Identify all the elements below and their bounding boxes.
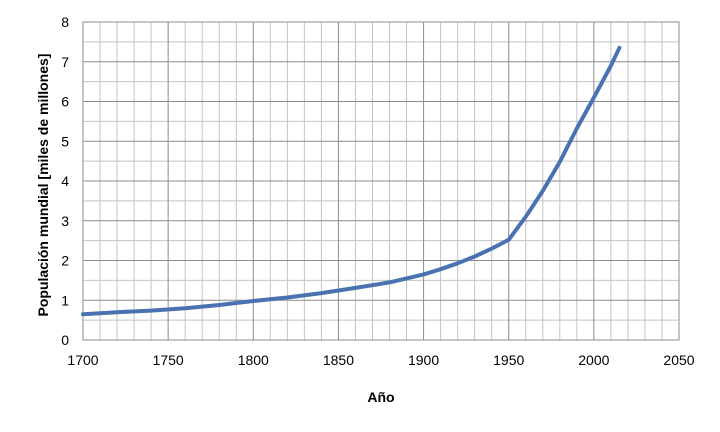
y-tick-label: 1 [61, 292, 69, 308]
y-tick-label: 5 [61, 133, 69, 149]
x-tick-label: 2000 [578, 352, 609, 368]
y-tick-label: 6 [61, 94, 69, 110]
series-layer [81, 45, 622, 317]
x-tick-label: 1900 [408, 352, 439, 368]
x-tick-label: 2050 [663, 352, 694, 368]
y-tick-label: 0 [61, 332, 69, 348]
x-tick-label: 1800 [238, 352, 269, 368]
x-axis-title: Año [367, 389, 394, 405]
y-tick-label: 7 [61, 54, 69, 70]
y-tick-label: 3 [61, 213, 69, 229]
y-axis-tick-labels: 0 1 2 3 4 5 6 7 8 [61, 14, 69, 348]
series-line [81, 45, 622, 317]
x-tick-label: 1700 [67, 352, 98, 368]
y-axis-title: Populación mundial [miles de millones] [35, 54, 51, 317]
y-tick-label: 8 [61, 14, 69, 30]
x-axis-tick-labels: 1700 1750 1800 1850 1900 1950 2000 2050 [67, 352, 694, 368]
x-tick-label: 1850 [323, 352, 354, 368]
y-tick-label: 2 [61, 253, 69, 269]
y-tick-label: 4 [61, 173, 69, 189]
x-tick-label: 1750 [153, 352, 184, 368]
x-tick-label: 1950 [493, 352, 524, 368]
plot-area-border [82, 21, 680, 341]
